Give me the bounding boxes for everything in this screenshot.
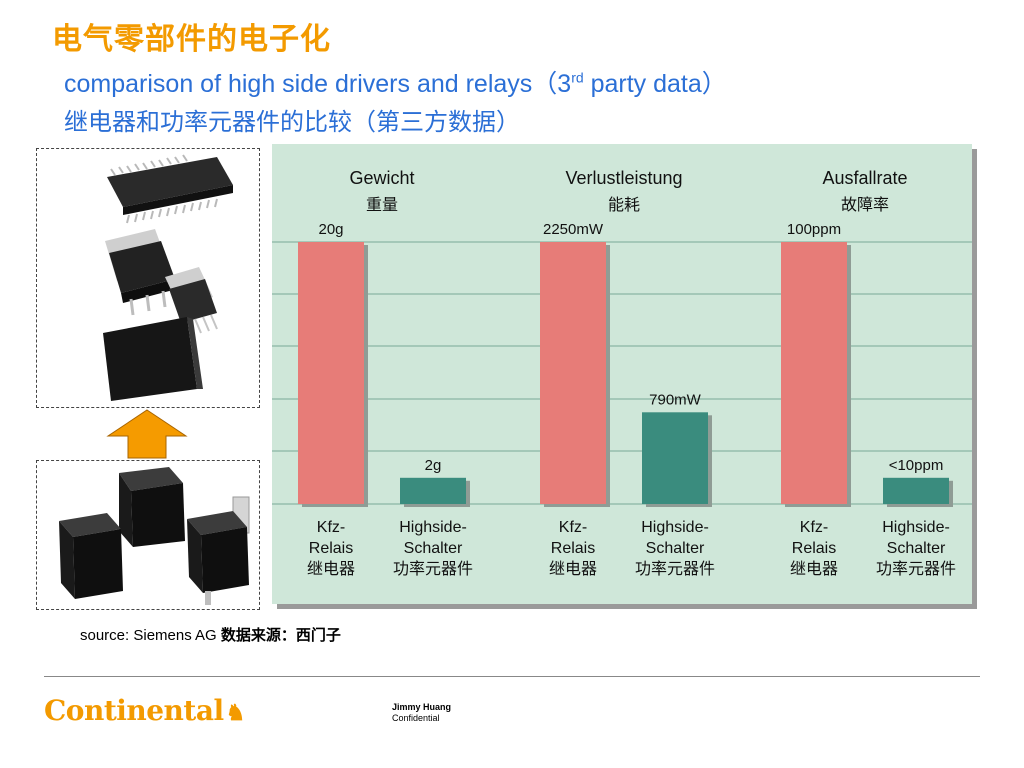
comparison-chart: Gewicht 重量 20g Kfz- Relais 继电器 2g Highside- Scha…: [272, 144, 972, 604]
bar-value-label: 100ppm: [787, 221, 841, 238]
subtitle-chinese: 继电器和功率元器件的比较（第三方数据）: [64, 108, 520, 136]
chart-canvas: Gewicht 重量 20g Kfz- Relais 继电器 2g Highside- Scha…: [272, 168, 972, 578]
bar-value-label: 2250mW: [543, 221, 604, 238]
slide-title: 电气零部件的电子化: [52, 22, 331, 57]
author-block: Jimmy Huang Confidential: [392, 702, 451, 724]
group-title: Verlustleistung: [565, 168, 682, 188]
author-name: Jimmy Huang: [392, 702, 452, 712]
confidential-label: Confidential: [392, 713, 440, 723]
bar-category-label: Relais: [309, 540, 353, 557]
bar-category-label: Relais: [551, 540, 595, 557]
bar-category-label: 继电器: [549, 560, 597, 578]
bar-value-label: <10ppm: [889, 457, 944, 474]
bar: [540, 242, 606, 504]
bar-category-label: Highside-: [399, 519, 467, 536]
up-arrow-icon: [106, 409, 188, 459]
bar-category-label: 功率元器件: [876, 560, 956, 578]
bar-value-label: 790mW: [649, 391, 702, 408]
bar-category-label: Schalter: [646, 540, 705, 557]
footer-divider: [44, 676, 980, 677]
group-title: Gewicht: [349, 168, 414, 188]
source-note: source: Siemens AG 数据来源：西门子: [80, 626, 341, 644]
bar-category-label: 继电器: [307, 560, 355, 578]
large-chip-icon: [103, 317, 203, 401]
group-title-cn: 能耗: [608, 196, 640, 214]
power-package-icon: [165, 267, 218, 336]
bar-category-label: Highside-: [641, 519, 709, 536]
relays-image: [36, 460, 260, 610]
bar-category-label: Kfz-: [317, 519, 345, 536]
bar-category-label: 功率元器件: [393, 560, 473, 578]
dpak-package-icon: [105, 229, 177, 316]
bar-value-label: 20g: [318, 221, 343, 238]
group-title-cn: 重量: [366, 196, 398, 214]
bar-category-label: 功率元器件: [635, 560, 715, 578]
relay-icon: [59, 513, 123, 599]
bar-category-label: 继电器: [790, 560, 838, 578]
bar-category-label: Schalter: [404, 540, 463, 557]
bar: [883, 477, 949, 504]
relay-icon: [187, 496, 250, 605]
chart-grid: [272, 241, 972, 505]
bar: [642, 412, 708, 504]
soic-chip-icon: [107, 154, 233, 224]
bar: [298, 242, 364, 504]
bar-value-label: 2g: [425, 457, 442, 474]
group-title-cn: 故障率: [841, 196, 889, 214]
bar-category-label: Schalter: [887, 540, 946, 557]
bar-category-label: Kfz-: [559, 519, 587, 536]
semiconductor-chips-image: [36, 148, 260, 408]
bar-category-label: Highside-: [882, 519, 950, 536]
bar: [400, 477, 466, 504]
continental-logo: Continental♞: [44, 694, 245, 727]
bar: [781, 242, 847, 504]
relay-icon: [119, 467, 185, 547]
bar-category-label: Kfz-: [800, 519, 828, 536]
chart-labels: Gewicht 重量 20g Kfz- Relais 继电器 2g Highside- Scha…: [307, 168, 956, 578]
subtitle-english: comparison of high side drivers and rela…: [64, 69, 727, 98]
chart-bars: [298, 242, 953, 507]
horse-logo-icon: ♞: [225, 700, 246, 726]
group-title: Ausfallrate: [822, 168, 907, 188]
bar-category-label: Relais: [792, 540, 836, 557]
